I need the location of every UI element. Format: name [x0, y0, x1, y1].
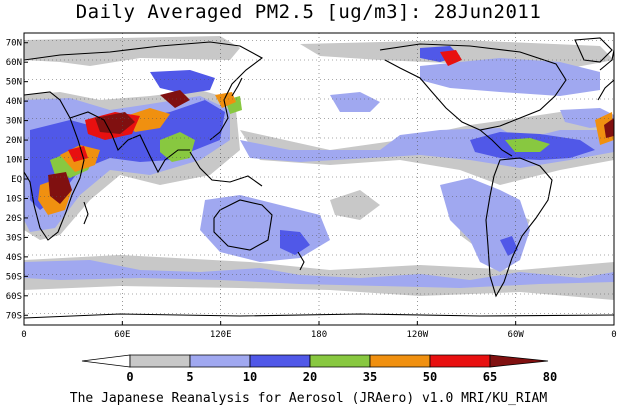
- colorbar-label: 50: [423, 370, 437, 384]
- gridlines: [24, 33, 614, 325]
- colorbar-low-triangle: [81, 354, 131, 368]
- colorbar-label: 5: [186, 370, 193, 384]
- lat-label: 10S: [6, 194, 22, 204]
- lon-label: 120W: [406, 330, 428, 340]
- colorbar-swatch: [429, 354, 491, 368]
- colorbar-label: 0: [126, 370, 133, 384]
- lon-label: 120E: [210, 330, 232, 340]
- colorbar-swatch: [249, 354, 311, 368]
- lat-label: 20N: [6, 136, 22, 146]
- lon-label: 180: [311, 330, 327, 340]
- colorbar-label: 10: [243, 370, 257, 384]
- colorbar-swatch: [309, 354, 371, 368]
- lat-label: 50S: [6, 272, 22, 282]
- colorbar-swatch: [129, 354, 191, 368]
- lon-label: 0: [21, 330, 26, 340]
- credit-line: The Japanese Reanalysis for Aerosol (JRA…: [69, 391, 548, 406]
- colorbar-swatch: [189, 354, 251, 368]
- pm25-layer-80-plus: [48, 90, 614, 204]
- lat-label: 30N: [6, 117, 22, 127]
- lat-label: 50N: [6, 78, 22, 88]
- lon-label: 60W: [508, 330, 525, 340]
- lat-label: 70N: [6, 39, 22, 49]
- longitude-labels: 0 60E 120E 180 120W 60W 0: [21, 321, 617, 340]
- coastlines: [24, 37, 614, 319]
- colorbar-label: 65: [483, 370, 497, 384]
- colorbar-label: 80: [543, 370, 557, 384]
- lat-label: EQ: [11, 175, 22, 185]
- lat-label: 70S: [6, 311, 22, 321]
- map-area: [24, 33, 614, 325]
- map-title: Daily Averaged PM2.5 [ug/m3]: 28Jun2011: [75, 1, 542, 23]
- lon-label: 0: [611, 330, 616, 340]
- lon-label: 60E: [114, 330, 130, 340]
- colorbar-label: 35: [363, 370, 377, 384]
- lat-label: 10N: [6, 156, 22, 166]
- colorbar-high-triangle: [489, 354, 549, 368]
- colorbar-label: 20: [303, 370, 317, 384]
- lat-label: 40S: [6, 253, 22, 263]
- lat-label: 30S: [6, 233, 22, 243]
- lat-label: 40N: [6, 97, 22, 107]
- lat-label: 20S: [6, 214, 22, 224]
- colorbar: 0 5 10 20 35 50 65 80: [81, 354, 557, 384]
- colorbar-swatch: [369, 354, 431, 368]
- lat-label: 60N: [6, 58, 22, 68]
- lat-label: 60S: [6, 292, 22, 302]
- latitude-labels: 70N 60N 50N 40N 30N 20N 10N EQ 10S 20S 30S 40S 50S 60…: [6, 39, 28, 321]
